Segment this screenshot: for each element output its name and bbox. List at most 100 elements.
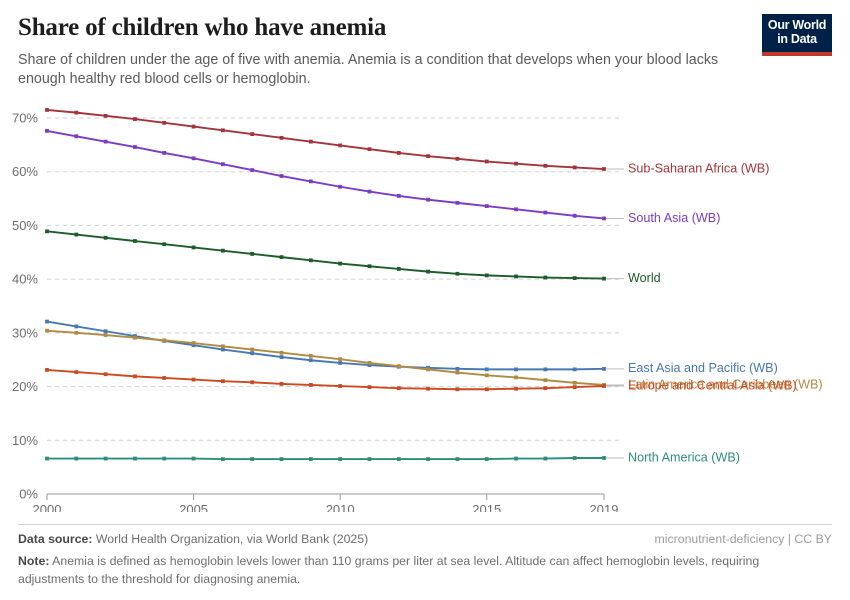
series-data-point[interactable]	[426, 269, 431, 274]
series-group[interactable]	[45, 229, 606, 281]
series-data-point[interactable]	[338, 384, 343, 388]
series-data-point[interactable]	[338, 143, 343, 148]
series-data-point[interactable]	[338, 261, 343, 266]
series-data-point[interactable]	[279, 355, 284, 359]
series-data-point[interactable]	[484, 367, 489, 372]
series-data-point[interactable]	[455, 156, 460, 161]
series-data-point[interactable]	[103, 329, 108, 334]
series-data-point[interactable]	[133, 335, 137, 340]
series-data-point[interactable]	[250, 351, 255, 356]
series-data-point[interactable]	[103, 333, 108, 337]
series-data-point[interactable]	[484, 159, 489, 164]
series-data-point[interactable]	[602, 366, 606, 371]
series-data-point[interactable]	[220, 128, 225, 133]
series-data-point[interactable]	[367, 361, 372, 365]
series-data-point[interactable]	[74, 110, 79, 115]
series-data-point[interactable]	[572, 213, 577, 218]
series-data-point[interactable]	[162, 151, 167, 155]
series-data-point[interactable]	[45, 328, 49, 333]
series-data-point[interactable]	[220, 457, 225, 461]
legend-entry[interactable]: South Asia (WB)	[606, 211, 720, 225]
series-data-point[interactable]	[514, 386, 518, 391]
series-data-point[interactable]	[338, 361, 343, 365]
series-group[interactable]	[45, 128, 606, 221]
series-data-point[interactable]	[45, 108, 49, 112]
series-data-point[interactable]	[220, 344, 225, 349]
series-data-point[interactable]	[250, 347, 255, 352]
legend-label[interactable]: Europe and Central Asia (WB)	[628, 378, 797, 392]
series-data-point[interactable]	[396, 193, 401, 198]
line-chart[interactable]: 0% 10% 20% 30% 40% 50% 60% 70% 2000 2005 2010 2015 2…	[0, 100, 850, 512]
series-data-point[interactable]	[367, 264, 372, 269]
series-data-point[interactable]	[279, 350, 284, 355]
series-data-point[interactable]	[220, 347, 225, 352]
series-data-point[interactable]	[133, 456, 137, 461]
series-data-point[interactable]	[514, 274, 518, 279]
series-data-point[interactable]	[191, 124, 196, 129]
series-data-point[interactable]	[396, 364, 401, 369]
series-data-point[interactable]	[103, 372, 108, 377]
series-data-point[interactable]	[572, 276, 577, 280]
series-data-point[interactable]	[572, 380, 577, 385]
series-data-point[interactable]	[455, 387, 460, 392]
series-data-point[interactable]	[426, 197, 431, 202]
series-data-point[interactable]	[45, 229, 49, 234]
series-data-point[interactable]	[484, 373, 489, 378]
series-data-point[interactable]	[308, 358, 313, 363]
series-data-point[interactable]	[250, 457, 255, 461]
series-data-point[interactable]	[74, 134, 79, 139]
series-data-point[interactable]	[543, 386, 548, 391]
series-data-point[interactable]	[455, 200, 460, 205]
series-data-point[interactable]	[308, 383, 313, 387]
series-data-point[interactable]	[602, 384, 606, 388]
series-data-point[interactable]	[602, 456, 606, 460]
series-data-point[interactable]	[338, 457, 343, 461]
series-data-point[interactable]	[250, 380, 255, 385]
series-data-point[interactable]	[455, 366, 460, 371]
series-data-point[interactable]	[162, 456, 167, 461]
series-data-point[interactable]	[279, 255, 284, 260]
series-data-point[interactable]	[367, 189, 372, 194]
series-data-point[interactable]	[426, 386, 431, 391]
series-data-point[interactable]	[103, 139, 108, 144]
series-data-point[interactable]	[396, 151, 401, 155]
series-data-point[interactable]	[426, 154, 431, 159]
series-group[interactable]	[45, 368, 606, 392]
series-data-point[interactable]	[45, 319, 49, 324]
series-data-point[interactable]	[162, 120, 167, 125]
series-data-point[interactable]	[162, 376, 167, 380]
series-data-point[interactable]	[396, 386, 401, 391]
series-group[interactable]	[45, 108, 606, 171]
series-data-point[interactable]	[279, 135, 284, 140]
series-data-point[interactable]	[484, 387, 489, 392]
series-data-point[interactable]	[133, 145, 137, 149]
series-data-point[interactable]	[602, 216, 606, 221]
series-data-point[interactable]	[543, 378, 548, 383]
series-data-point[interactable]	[543, 456, 548, 461]
series-data-point[interactable]	[220, 379, 225, 384]
series-data-point[interactable]	[45, 128, 49, 133]
series-data-point[interactable]	[162, 242, 167, 247]
series-data-point[interactable]	[133, 117, 137, 121]
series-data-point[interactable]	[455, 457, 460, 461]
series-data-point[interactable]	[455, 271, 460, 276]
series-data-point[interactable]	[308, 258, 313, 263]
series-data-point[interactable]	[396, 267, 401, 271]
series-data-point[interactable]	[250, 168, 255, 172]
series-data-point[interactable]	[338, 184, 343, 189]
series-data-point[interactable]	[279, 174, 284, 178]
series-data-point[interactable]	[308, 179, 313, 184]
series-data-point[interactable]	[308, 457, 313, 461]
series-group[interactable]	[45, 319, 606, 372]
series-data-point[interactable]	[133, 374, 137, 379]
series-data-point[interactable]	[514, 375, 518, 380]
series-data-point[interactable]	[74, 232, 79, 237]
legend-label[interactable]: East Asia and Pacific (WB)	[628, 361, 778, 375]
series-data-point[interactable]	[103, 235, 108, 240]
legend-entry[interactable]: World	[606, 271, 661, 285]
series-data-point[interactable]	[484, 273, 489, 278]
series-data-point[interactable]	[162, 338, 167, 343]
legend-label[interactable]: Sub-Saharan Africa (WB)	[628, 161, 769, 175]
series-data-point[interactable]	[367, 457, 372, 461]
series-data-point[interactable]	[514, 207, 518, 212]
